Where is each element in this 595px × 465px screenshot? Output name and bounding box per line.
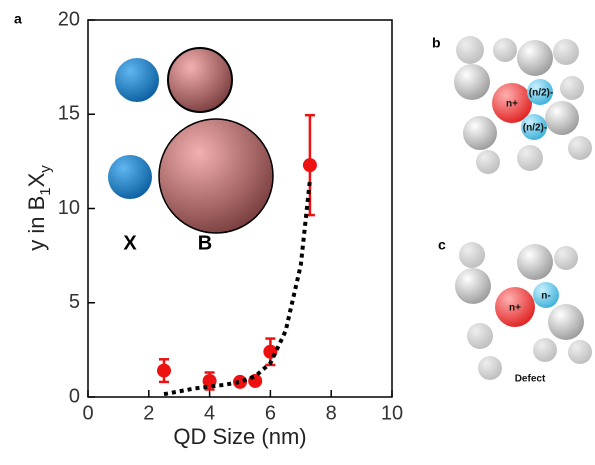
atom [560,76,584,100]
x-axis-label: QD Size (nm) [173,424,306,449]
atom [455,268,491,304]
sphere-x [115,58,159,102]
atom [467,323,493,349]
atom [493,38,517,62]
charge-label: n+ [506,99,518,110]
panel-label: c [438,237,446,253]
atom [517,145,543,171]
y-label-sub: y [37,165,54,173]
atom [478,356,502,380]
atom [533,338,557,362]
panel-label: a [14,11,22,27]
atom [545,101,579,135]
atom [554,246,578,270]
x-tick-label: 10 [381,402,403,424]
sphere-b [159,119,273,233]
y-tick-label: 10 [58,197,80,219]
y-label-part: y in B [24,196,49,251]
atom [459,242,485,268]
y-tick-label: 20 [58,8,80,30]
y-tick-label: 5 [69,291,80,313]
atom [463,116,497,150]
atom [456,36,484,64]
inset-label: X [123,232,137,254]
y-label-sub: 1 [37,187,54,195]
sphere-x [108,155,152,199]
atom [568,340,592,364]
data-point [303,158,317,172]
x-tick-label: 2 [143,402,154,424]
diagram-c: c n+ n- Defect [438,237,592,385]
inset-label: B [198,232,212,254]
charge-label: n+ [509,303,521,314]
data-point [157,364,171,378]
atom [548,304,584,340]
x-tick-label: 8 [326,402,337,424]
x-tick-label: 0 [82,402,93,424]
atom [454,64,490,100]
panel-label: b [432,35,441,51]
charge-label: n- [541,291,550,302]
atom [553,39,579,65]
y-axis-label: y in B1Xy [24,165,54,251]
charge-label: (n/2)- [523,123,547,134]
diagram-b: b n+ (n/2)- (n/2)- [432,35,592,174]
y-tick-label: 0 [69,385,80,407]
y-label-part: X [24,172,49,187]
caption: Defect [515,374,546,385]
atom [476,150,500,174]
sphere-b [168,48,232,112]
atom [517,40,553,76]
y-tick-label: 15 [58,103,80,125]
x-tick-label: 6 [265,402,276,424]
x-tick-label: 4 [204,402,215,424]
charge-label: (n/2)- [529,88,553,99]
figure: a X B QD Size (nm) y in B1Xy b n+ (n/2)-… [0,0,595,460]
atom [517,244,553,280]
atom [568,136,592,160]
